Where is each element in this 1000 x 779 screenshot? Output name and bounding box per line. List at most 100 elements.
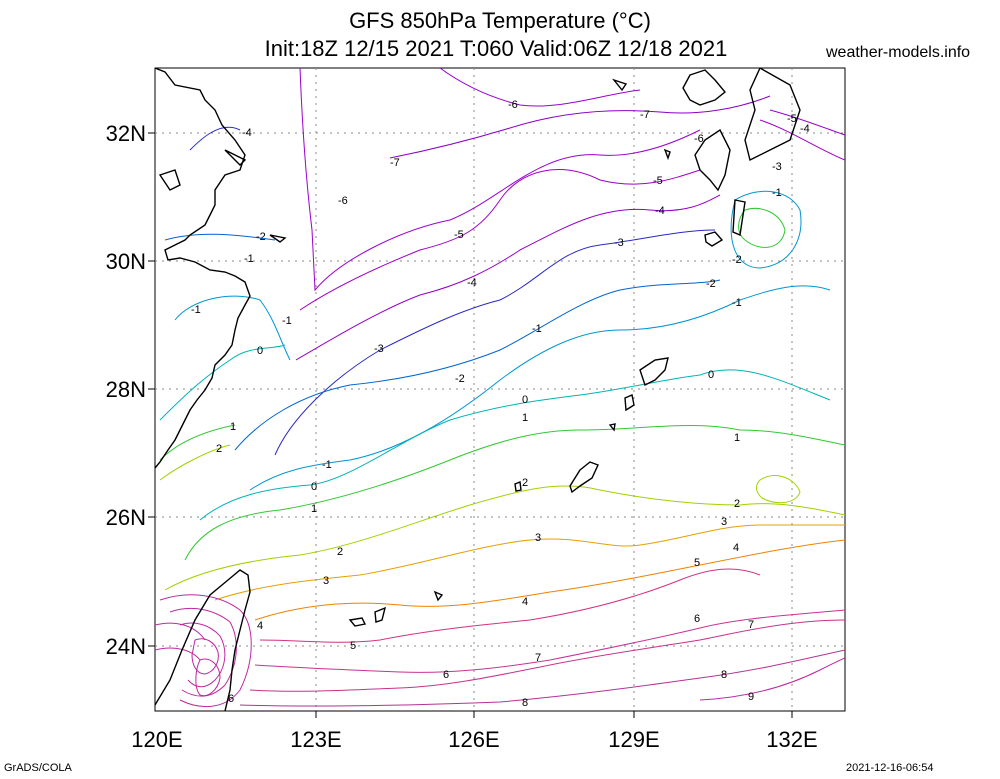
clabel-minus2-d: -2 (455, 373, 465, 385)
contour-labels: -4 -7 -6 -7 -6 -5 -5 -4 -4 -6 -5 -4 -3 -… (191, 99, 810, 709)
contour-3 (214, 524, 845, 601)
clabel-5-b: 5 (350, 640, 356, 652)
taiwan-warm-rings (155, 594, 252, 708)
clabel-minus2-c: -2 (732, 254, 742, 266)
clabel-minus5-a: -5 (454, 229, 464, 241)
clabel-minus3-b: -3 (614, 237, 624, 249)
footer-timestamp: 2021-12-16-06:54 (846, 762, 934, 774)
clabel-6-c: 6 (228, 693, 234, 705)
clabel-1-c: 1 (734, 432, 740, 444)
clabel-minus2-a: -2 (256, 231, 266, 243)
coast-taiwan (155, 569, 251, 711)
clabel-minus3-a: -3 (772, 161, 782, 173)
clabel-3-c: 3 (323, 575, 329, 587)
contour-9 (699, 657, 845, 701)
coast-china-islands (158, 149, 287, 243)
clabel-minus1-a: -1 (244, 253, 254, 265)
lat-label-28n: 28N (106, 377, 146, 402)
contour-2c (756, 475, 801, 504)
clabel-6-a: 6 (694, 613, 700, 625)
contour-minus5b (759, 119, 845, 161)
clabel-minus4-b: -4 (655, 205, 665, 217)
clabel-8-a: 8 (721, 669, 727, 681)
coast-islet-d (611, 78, 671, 161)
coast-amami (639, 357, 669, 386)
coast-china (155, 68, 251, 469)
coast-islet-a (624, 394, 635, 412)
chart-title: GFS 850hPa Temperature (°C) (349, 8, 651, 33)
contour-2 (164, 485, 845, 591)
clabel-minus1-b: -1 (772, 187, 782, 199)
contour-minus6 (299, 68, 701, 292)
contour-8 (239, 649, 845, 707)
contour-6 (254, 609, 845, 673)
clabel-2-d: 2 (337, 546, 343, 558)
contour-minus4b (769, 109, 845, 136)
chart-subtitle: Init:18Z 12/15 2021 T:060 Valid:06Z 12/1… (264, 36, 728, 61)
clabel-minus6-a: -6 (508, 99, 518, 111)
coast-okinawa (569, 461, 599, 494)
lat-label-24n: 24N (106, 634, 146, 659)
clabel-3-a: 3 (535, 532, 541, 544)
clabel-minus1-e: -1 (191, 304, 201, 316)
contour-minus1c (730, 190, 802, 269)
clabel-0-c: 0 (708, 369, 714, 381)
clabel-0-a: 0 (257, 345, 263, 357)
contours (155, 68, 845, 708)
lon-label-120e: 120E (131, 727, 182, 752)
contour-0b (159, 344, 286, 421)
lon-label-129e: 129E (608, 727, 659, 752)
contour-minus2b (164, 233, 276, 241)
coast-islet-b (608, 423, 616, 432)
clabel-minus1-g: -1 (322, 459, 332, 471)
lon-label-132e: 132E (766, 727, 817, 752)
graticule (155, 68, 845, 711)
clabel-7-a: 7 (748, 619, 754, 631)
clabel-4-c: 4 (257, 620, 263, 632)
clabel-minus3-c: -3 (374, 343, 384, 355)
contour-minus2 (234, 279, 721, 451)
contour-1 (184, 425, 845, 561)
lon-label-123e: 123E (290, 727, 341, 752)
clabel-minus4-d: -4 (800, 123, 810, 135)
contour-1c (738, 207, 786, 248)
clabel-6-b: 6 (443, 669, 449, 681)
clabel-1-d: 1 (311, 503, 317, 515)
clabel-minus5-c: -5 (787, 113, 797, 125)
contour-minus3b (189, 126, 241, 151)
contour-0 (199, 369, 831, 521)
coast-islet-c (514, 481, 522, 492)
lat-label-30n: 30N (106, 249, 146, 274)
clabel-2-c: 2 (734, 498, 740, 510)
clabel-minus7-b: -7 (640, 109, 650, 121)
clabel-5-a: 5 (694, 557, 700, 569)
coast-kyushu (694, 128, 746, 247)
clabel-minus2-b: -2 (706, 278, 716, 290)
clabel-minus7: -7 (390, 157, 400, 169)
contour-minus1 (249, 285, 831, 491)
contour-1b (159, 424, 236, 461)
site-label: weather-models.info (826, 44, 971, 61)
contour-minus3 (274, 229, 716, 456)
clabel-4-a: 4 (733, 542, 739, 554)
clabel-minus6-c: -6 (694, 133, 704, 145)
clabel-minus4-a: -4 (242, 127, 252, 139)
contour-minus7 (389, 95, 771, 159)
footer-software: GrADS/COLA (4, 762, 72, 774)
coast-sakishima (348, 590, 444, 627)
contour-7 (249, 619, 845, 692)
contour-5 (259, 568, 761, 643)
clabel-minus5-b: -5 (653, 175, 663, 187)
contour-minus5 (299, 169, 701, 311)
clabel-8-b: 8 (522, 697, 528, 709)
clabel-minus4-c: -4 (467, 277, 477, 289)
coastlines (155, 68, 801, 711)
clabel-2-b: 2 (522, 477, 528, 489)
coast-shikoku (682, 68, 801, 162)
clabel-1-a: 1 (230, 421, 236, 433)
contour-minus1b (174, 295, 291, 361)
clabel-0-d: 0 (311, 481, 317, 493)
clabel-minus6-b: -6 (338, 195, 348, 207)
lat-label-26n: 26N (106, 505, 146, 530)
clabel-9-a: 9 (748, 691, 754, 703)
